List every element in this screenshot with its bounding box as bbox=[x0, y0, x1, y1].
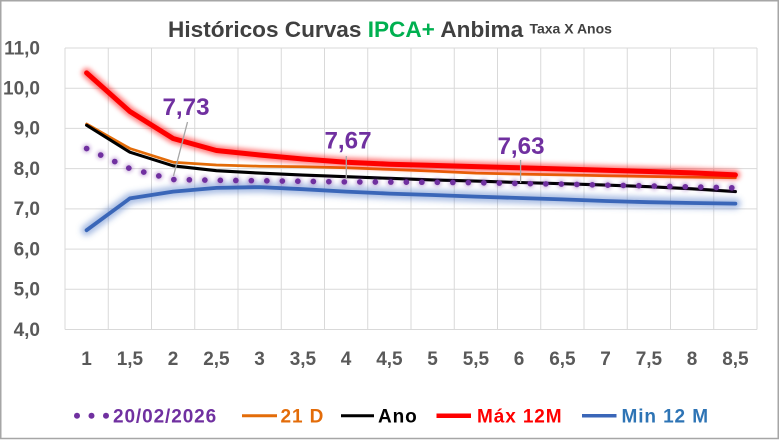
svg-text:7,0: 7,0 bbox=[14, 199, 40, 220]
svg-text:21 D: 21 D bbox=[281, 407, 325, 428]
svg-text:7,63: 7,63 bbox=[497, 133, 544, 160]
svg-text:4,0: 4,0 bbox=[14, 320, 40, 341]
svg-text:2: 2 bbox=[168, 349, 179, 370]
svg-text:6,0: 6,0 bbox=[14, 239, 40, 260]
svg-text:8,5: 8,5 bbox=[722, 349, 749, 370]
svg-text:4,5: 4,5 bbox=[376, 349, 403, 370]
svg-text:1: 1 bbox=[81, 349, 92, 370]
svg-text:3,5: 3,5 bbox=[290, 349, 317, 370]
svg-text:Min 12 M: Min 12 M bbox=[622, 407, 709, 428]
svg-text:Históricos Curvas IPCA+ Anbima: Históricos Curvas IPCA+ Anbima Taxa X An… bbox=[168, 17, 612, 42]
svg-text:5,0: 5,0 bbox=[14, 280, 40, 301]
svg-text:7: 7 bbox=[600, 349, 611, 370]
svg-text:6: 6 bbox=[514, 349, 525, 370]
svg-text:3: 3 bbox=[254, 349, 265, 370]
svg-text:Máx 12M: Máx 12M bbox=[477, 407, 563, 428]
svg-text:9,0: 9,0 bbox=[14, 119, 40, 140]
svg-text:5: 5 bbox=[427, 349, 438, 370]
svg-text:11,0: 11,0 bbox=[4, 38, 40, 59]
svg-text:5,5: 5,5 bbox=[463, 349, 490, 370]
svg-text:8,0: 8,0 bbox=[14, 159, 40, 180]
svg-text:Ano: Ano bbox=[378, 407, 418, 428]
svg-text:2,5: 2,5 bbox=[203, 349, 230, 370]
svg-text:7,73: 7,73 bbox=[162, 94, 209, 121]
svg-text:10,0: 10,0 bbox=[3, 79, 40, 100]
svg-text:7,5: 7,5 bbox=[636, 349, 663, 370]
svg-text:20/02/2026: 20/02/2026 bbox=[113, 407, 217, 428]
svg-text:6,5: 6,5 bbox=[549, 349, 576, 370]
svg-text:4: 4 bbox=[341, 349, 352, 370]
svg-text:8: 8 bbox=[687, 349, 698, 370]
svg-text:7,67: 7,67 bbox=[324, 128, 371, 155]
svg-text:1,5: 1,5 bbox=[117, 349, 144, 370]
